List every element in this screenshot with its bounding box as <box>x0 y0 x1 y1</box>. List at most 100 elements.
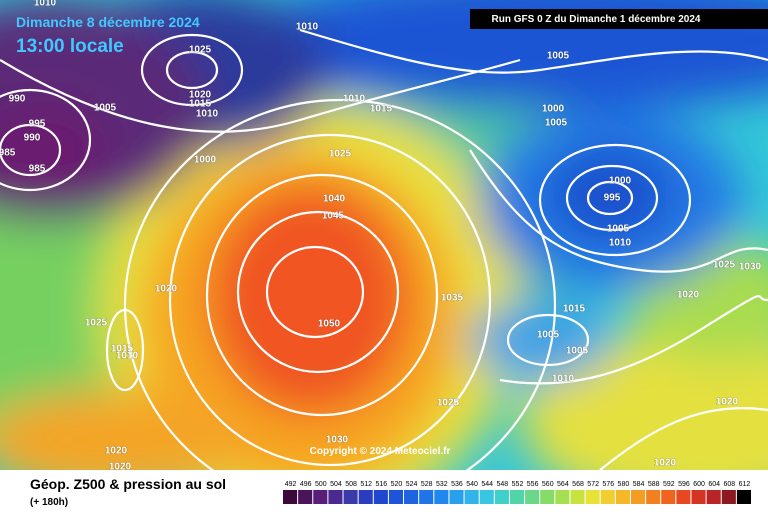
isobar-label: 1010 <box>609 238 632 249</box>
isobar-label: 1005 <box>94 103 117 114</box>
isobar-label: 1010 <box>343 94 366 105</box>
scale-swatch <box>676 490 691 504</box>
scale-swatch <box>479 490 494 504</box>
isobar-label: 1005 <box>537 330 560 341</box>
isobar-label: 1005 <box>545 118 568 129</box>
forecast-time: 13:00 locale <box>16 36 124 57</box>
scale-label: 536 <box>451 481 463 488</box>
scale-swatch <box>646 490 661 504</box>
scale-swatch <box>736 490 751 504</box>
isobar-label: 1025 <box>329 149 352 160</box>
isobar-label: 1005 <box>566 346 589 357</box>
scale-label: 500 <box>315 481 327 488</box>
scale-swatch <box>494 490 509 504</box>
run-box <box>470 9 768 29</box>
scale-label: 520 <box>391 481 403 488</box>
isobar-label: 1030 <box>326 435 349 446</box>
scale-swatch <box>298 490 313 504</box>
isobar-label: 1000 <box>194 155 217 166</box>
scale-label: 548 <box>497 481 509 488</box>
scale-label: 604 <box>708 481 720 488</box>
scale-swatch <box>540 490 555 504</box>
isobar-label: 1020 <box>155 284 178 295</box>
scale-label: 516 <box>375 481 387 488</box>
scale-label: 552 <box>512 481 524 488</box>
scale-label: 588 <box>648 481 660 488</box>
scale-label: 528 <box>421 481 433 488</box>
isobar-label: 1020 <box>654 458 677 469</box>
scale-label: 524 <box>406 481 418 488</box>
scale-swatch <box>373 490 388 504</box>
isobar-label: 1040 <box>323 194 346 205</box>
scale-swatch <box>404 490 419 504</box>
scale-label: 592 <box>663 481 675 488</box>
scale-label: 532 <box>436 481 448 488</box>
scale-swatch <box>509 490 525 504</box>
isobar-label: 985 <box>29 164 46 175</box>
scale-label: 608 <box>723 481 735 488</box>
isobar-label: 995 <box>29 119 46 130</box>
scale-label: 580 <box>618 481 630 488</box>
isobar-label: 1010 <box>196 109 219 120</box>
scale-label: 512 <box>360 481 372 488</box>
isobar-label: 1020 <box>189 90 212 101</box>
scale-label: 504 <box>330 481 342 488</box>
scale-label: 600 <box>693 481 705 488</box>
isobar-label: 1020 <box>105 446 128 457</box>
scale-swatch <box>419 490 434 504</box>
scale-swatch <box>615 490 630 504</box>
scale-label: 492 <box>285 481 297 488</box>
scale-label: 508 <box>345 481 357 488</box>
scale-label: 560 <box>542 481 554 488</box>
scale-label: 612 <box>739 481 751 488</box>
isobar-label: 1010 <box>34 0 57 9</box>
isobar-label: 1025 <box>437 398 460 409</box>
scale-swatch <box>555 490 570 504</box>
isobar-label: 1005 <box>607 224 630 235</box>
forecast-date: Dimanche 8 décembre 2024 <box>16 14 200 30</box>
run-info: Run GFS 0 Z du Dimanche 1 décembre 2024 <box>492 14 701 25</box>
scale-label: 568 <box>572 481 584 488</box>
scale-label: 596 <box>678 481 690 488</box>
isobar-label: 1000 <box>609 176 632 187</box>
scale-label: 572 <box>587 481 599 488</box>
isobar-label: 1020 <box>109 462 132 473</box>
scale-swatch <box>570 490 585 504</box>
scale-swatch <box>585 490 600 504</box>
scale-label: 540 <box>466 481 478 488</box>
isobar-label: 1010 <box>116 351 139 362</box>
scale-swatch <box>691 490 706 504</box>
scale-label: 564 <box>557 481 569 488</box>
isobar-label: 1010 <box>552 374 575 385</box>
isobar-label: 1010 <box>296 22 319 33</box>
isobar-label: 1020 <box>677 290 700 301</box>
scale-label: 544 <box>481 481 493 488</box>
isobar-label: 1015 <box>370 104 393 115</box>
scale-swatch <box>721 490 736 504</box>
scale-swatch <box>449 490 464 504</box>
footer-title: Géop. Z500 & pression au sol <box>30 476 226 492</box>
scale-swatch <box>358 490 373 504</box>
isobar-label: 1025 <box>85 318 108 329</box>
isobar-label: 1025 <box>189 45 212 56</box>
isobar-label: 990 <box>9 94 26 105</box>
scale-swatch <box>283 490 298 504</box>
copyright: Copyright © 2024 Meteociel.fr <box>310 446 451 457</box>
scale-label: 576 <box>602 481 614 488</box>
isobar-label: 995 <box>604 193 621 204</box>
isobar-label: 1015 <box>189 99 212 110</box>
scale-swatch <box>600 490 615 504</box>
isobar-label: 1015 <box>111 344 134 355</box>
isobar-label: 1025 <box>713 260 736 271</box>
isobars <box>0 28 768 470</box>
footer-lead: (+ 180h) <box>30 497 68 508</box>
isobar-label: 985 <box>0 148 16 159</box>
isobar-label: 1050 <box>318 319 341 330</box>
isobar-label: 1035 <box>441 293 464 304</box>
isobar-label: 1015 <box>563 304 586 315</box>
isobar-label: 1000 <box>542 104 565 115</box>
scale-swatch <box>388 490 404 504</box>
scale-swatch <box>328 490 343 504</box>
